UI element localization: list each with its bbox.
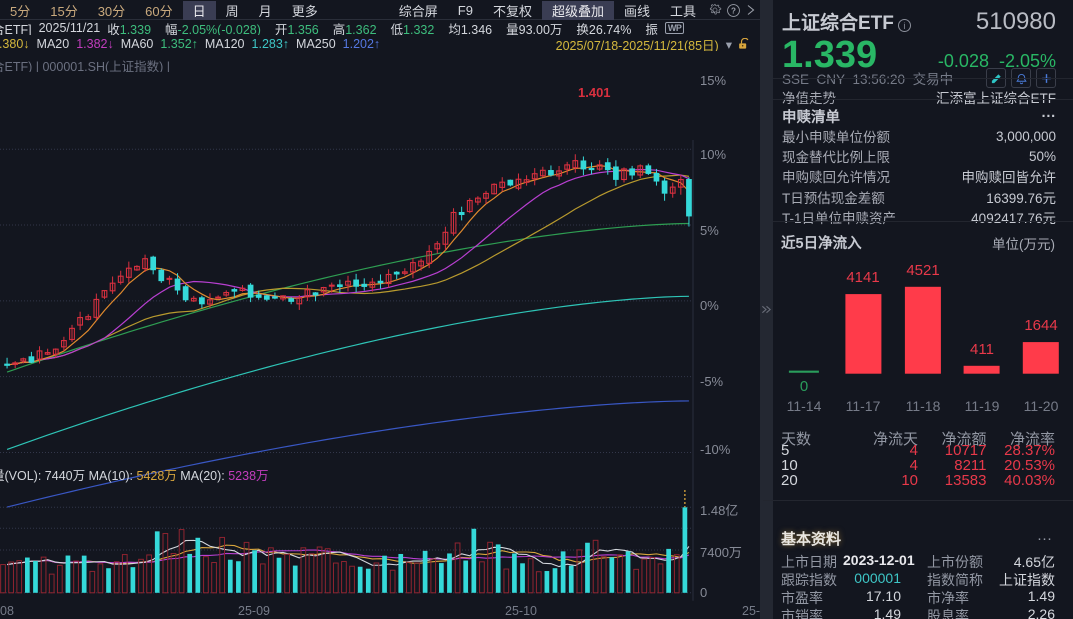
- svg-text:?: ?: [731, 6, 736, 15]
